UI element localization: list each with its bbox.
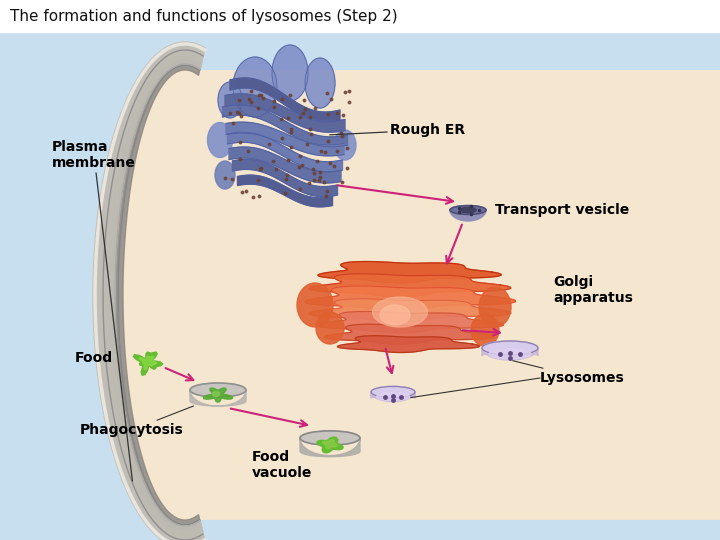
Text: Plasma
membrane: Plasma membrane	[52, 140, 136, 481]
Ellipse shape	[377, 393, 410, 401]
Polygon shape	[338, 336, 480, 353]
Polygon shape	[139, 356, 157, 370]
Polygon shape	[133, 352, 163, 375]
Ellipse shape	[371, 387, 415, 397]
Polygon shape	[228, 132, 343, 172]
Ellipse shape	[212, 392, 220, 396]
Polygon shape	[190, 390, 246, 406]
Polygon shape	[225, 94, 345, 132]
Polygon shape	[93, 42, 205, 540]
Ellipse shape	[305, 58, 335, 108]
Polygon shape	[482, 348, 538, 360]
Ellipse shape	[380, 305, 410, 325]
Polygon shape	[325, 325, 494, 344]
Polygon shape	[450, 210, 486, 221]
Polygon shape	[238, 175, 333, 207]
Ellipse shape	[297, 283, 333, 327]
Polygon shape	[323, 440, 337, 449]
Polygon shape	[108, 55, 202, 535]
Ellipse shape	[334, 130, 356, 160]
Bar	[0, 0, 720, 32]
Polygon shape	[98, 46, 204, 540]
Ellipse shape	[460, 207, 476, 213]
Ellipse shape	[372, 297, 428, 327]
Polygon shape	[318, 261, 501, 283]
Polygon shape	[309, 274, 510, 296]
Ellipse shape	[450, 206, 486, 214]
Polygon shape	[121, 68, 720, 522]
Ellipse shape	[479, 287, 511, 327]
Ellipse shape	[482, 341, 538, 355]
Polygon shape	[371, 392, 415, 402]
Ellipse shape	[218, 82, 242, 118]
Text: Food: Food	[75, 351, 113, 365]
Polygon shape	[118, 65, 199, 525]
Text: Rough ER: Rough ER	[330, 123, 465, 137]
Polygon shape	[316, 312, 503, 333]
Text: Food
vacuole: Food vacuole	[252, 450, 312, 480]
Polygon shape	[103, 50, 203, 540]
Polygon shape	[229, 147, 341, 183]
Polygon shape	[93, 42, 205, 540]
Polygon shape	[317, 437, 343, 453]
Text: The formation and functions of lysosomes (Step 2): The formation and functions of lysosomes…	[10, 9, 397, 24]
Text: Phagocytosis: Phagocytosis	[80, 406, 194, 437]
Polygon shape	[113, 60, 201, 530]
Text: Transport vesicle: Transport vesicle	[495, 203, 629, 217]
Polygon shape	[203, 388, 233, 402]
Ellipse shape	[272, 45, 308, 101]
Ellipse shape	[233, 57, 277, 117]
Ellipse shape	[215, 161, 235, 189]
Polygon shape	[300, 438, 360, 457]
Ellipse shape	[471, 314, 499, 346]
Polygon shape	[226, 122, 344, 156]
Polygon shape	[230, 78, 340, 122]
Ellipse shape	[300, 431, 360, 445]
Text: Lysosomes: Lysosomes	[513, 361, 625, 385]
Polygon shape	[305, 286, 516, 310]
Polygon shape	[222, 105, 348, 147]
Ellipse shape	[316, 312, 344, 344]
Polygon shape	[233, 159, 338, 197]
Ellipse shape	[207, 123, 233, 158]
Polygon shape	[309, 299, 510, 322]
Ellipse shape	[190, 383, 246, 397]
Text: Golgi
apparatus: Golgi apparatus	[553, 275, 633, 305]
Ellipse shape	[489, 349, 531, 359]
